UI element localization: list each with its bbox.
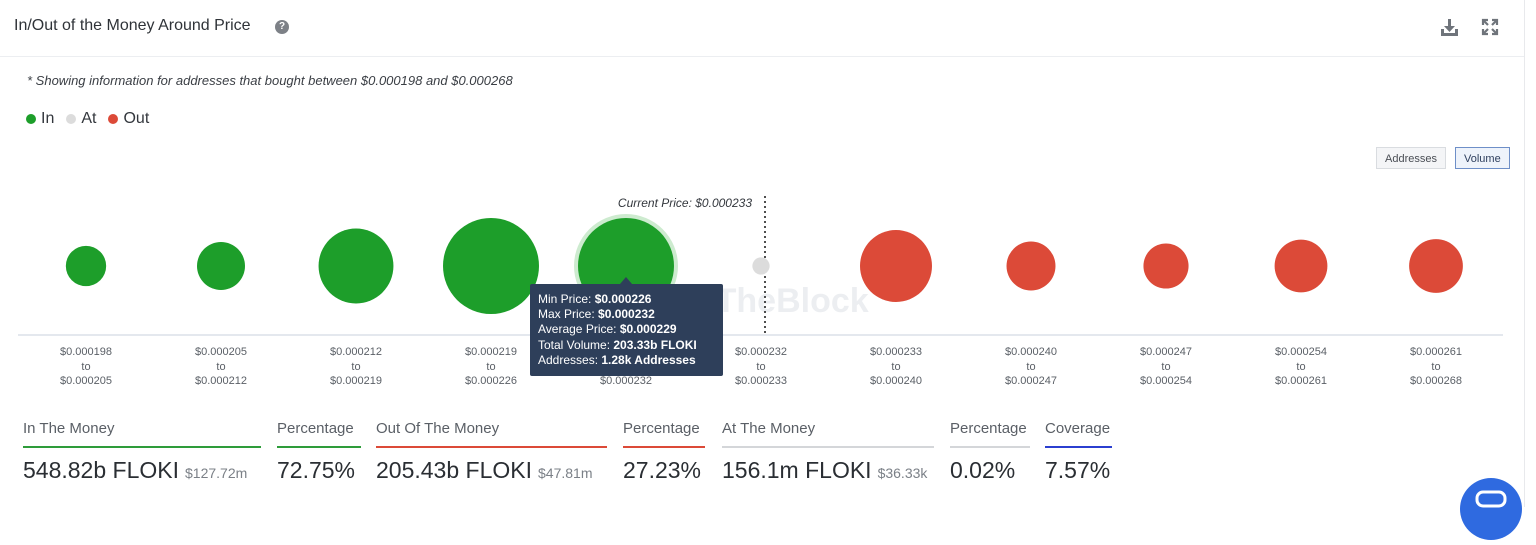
stat-label: At The Money <box>722 420 934 448</box>
stat-label: Percentage <box>950 420 1030 448</box>
tick-label-from: $0.000240 <box>1005 346 1057 358</box>
legend-dot-in <box>26 114 36 124</box>
stat-out-percentage: Percentage 27.23% <box>623 420 705 484</box>
stat-label: Percentage <box>277 420 361 448</box>
stat-label: Out Of The Money <box>376 420 607 448</box>
legend-label-at: At <box>81 110 97 127</box>
tooltip-avg-row: Average Price: $0.000229 <box>538 322 677 337</box>
tooltip-max-row: Max Price: $0.000232 <box>538 307 655 322</box>
tick-label-to-word: to <box>1431 361 1440 373</box>
tick-label-from: $0.000247 <box>1140 346 1192 358</box>
tick-label-to: $0.000205 <box>60 375 112 387</box>
bubble-out <box>1409 239 1463 293</box>
legend-label-in: In <box>41 110 55 127</box>
stat-label: In The Money <box>23 420 261 448</box>
bubble-at <box>752 257 770 275</box>
tick-label-to: $0.000212 <box>195 375 247 387</box>
tick-label-to-word: to <box>81 361 90 373</box>
stat-label: Percentage <box>623 420 705 448</box>
tick-label-to-word: to <box>1296 361 1305 373</box>
tick-label-from: $0.000261 <box>1410 346 1462 358</box>
expand-icon[interactable] <box>1480 17 1500 37</box>
card-header: In/Out of the Money Around Price ? <box>0 0 1524 57</box>
bubble-out <box>1006 241 1056 291</box>
tooltip-volume-row: Total Volume: 203.33b FLOKI <box>538 337 697 352</box>
stat-coverage: Coverage 7.57% <box>1045 420 1112 484</box>
legend-label-out: Out <box>123 110 150 127</box>
bubble-in <box>197 242 245 290</box>
current-price-label: Current Price: $0.000233 <box>618 196 752 210</box>
chat-bubble-icon <box>1475 490 1507 508</box>
tick-label-to: $0.000233 <box>735 375 787 387</box>
tick-label-to: $0.000219 <box>330 375 382 387</box>
stat-value: 205.43b FLOKI $47.81m <box>376 457 593 483</box>
stat-value: 27.23% <box>623 457 702 483</box>
tick-label-to-word: to <box>351 361 360 373</box>
tooltip-min-row: Min Price: $0.000226 <box>538 292 652 306</box>
bubble-out <box>1274 239 1328 293</box>
tick-label-from: $0.000212 <box>330 346 382 358</box>
tick-label-to: $0.000261 <box>1275 375 1327 387</box>
tick-label-to-word: to <box>216 361 225 373</box>
bubble-in <box>65 245 107 287</box>
tick-label-from: $0.000232 <box>735 346 787 358</box>
tick-label-to: $0.000226 <box>465 375 517 387</box>
tick-label-from: $0.000219 <box>465 346 517 358</box>
stat-value: 548.82b FLOKI $127.72m <box>23 457 248 483</box>
tick-label-from: $0.000254 <box>1275 346 1327 358</box>
tick-label-from: $0.000198 <box>60 346 112 358</box>
question-circle-icon[interactable]: ? <box>275 20 289 34</box>
chat-support-button[interactable] <box>1460 478 1522 540</box>
tick-label-to-word: to <box>756 361 765 373</box>
tick-label-to-word: to <box>1026 361 1035 373</box>
tick-label-to-word: to <box>891 361 900 373</box>
stat-out-of-the-money: Out Of The Money 205.43b FLOKI $47.81m <box>376 420 607 484</box>
stat-value: 156.1m FLOKI $36.33k <box>722 457 928 483</box>
bubble-in <box>443 218 539 314</box>
stat-at-percentage: Percentage 0.02% <box>950 420 1030 484</box>
tick-label-to: $0.000254 <box>1140 375 1192 387</box>
stat-value: 72.75% <box>277 457 356 483</box>
tooltip-addresses-row: Addresses: 1.28k Addresses <box>538 352 696 367</box>
stat-label: Coverage <box>1045 420 1112 448</box>
legend: In At Out <box>26 110 161 128</box>
tick-label-from: $0.000233 <box>870 346 922 358</box>
tick-label-from: $0.000205 <box>195 346 247 358</box>
legend-item-at[interactable]: At <box>66 110 96 128</box>
bubble-out <box>1143 243 1189 289</box>
tick-label-to: $0.000268 <box>1410 375 1462 387</box>
card-title: In/Out of the Money Around Price <box>14 17 251 34</box>
stat-in-percentage: Percentage 72.75% <box>277 420 361 484</box>
tick-label-to-word: to <box>486 361 495 373</box>
tick-label-to: $0.000240 <box>870 375 922 387</box>
bubble-out <box>860 230 932 302</box>
legend-dot-out <box>108 114 119 124</box>
tick-label-to: $0.000232 <box>600 375 652 387</box>
download-icon[interactable] <box>1439 17 1459 37</box>
stat-at-the-money: At The Money 156.1m FLOKI $36.33k <box>722 420 934 484</box>
stat-in-the-money: In The Money 548.82b FLOKI $127.72m <box>23 420 261 484</box>
tick-label-to-word: to <box>1161 361 1170 373</box>
stat-value: 7.57% <box>1045 457 1111 483</box>
tooltip-pointer <box>620 277 632 284</box>
tick-label-to: $0.000247 <box>1005 375 1057 387</box>
stat-value: 0.02% <box>950 457 1016 483</box>
bucket-tooltip: Min Price: $0.000226 Max Price: $0.00023… <box>530 284 723 376</box>
legend-dot-at <box>66 114 77 124</box>
legend-item-in[interactable]: In <box>26 110 54 128</box>
volume-toggle-button[interactable]: Volume <box>1455 147 1510 169</box>
range-note: * Showing information for addresses that… <box>27 73 513 88</box>
bubble-in <box>318 228 394 304</box>
legend-item-out[interactable]: Out <box>108 110 149 128</box>
chart-card: In/Out of the Money Around Price ? * Sho… <box>0 0 1525 507</box>
addresses-toggle-button[interactable]: Addresses <box>1376 147 1446 169</box>
